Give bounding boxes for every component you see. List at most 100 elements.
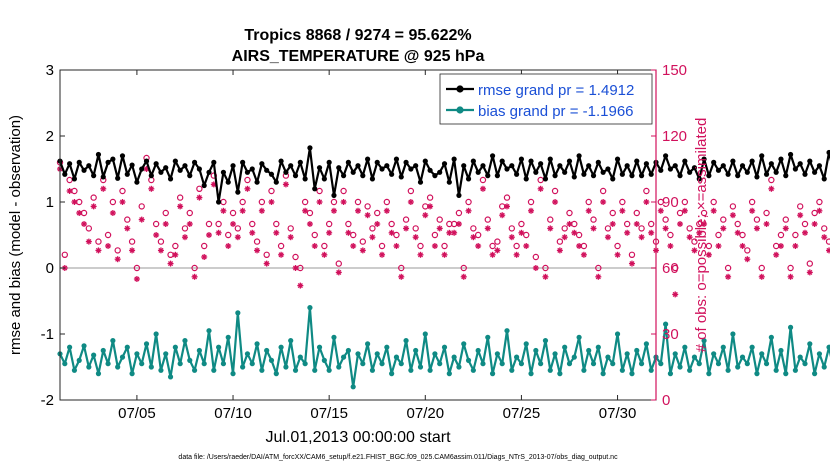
rmse-point (129, 162, 135, 168)
bias-point (614, 331, 621, 337)
obs-assimilated-point (729, 212, 736, 219)
obs-possible-point (672, 264, 679, 272)
obs-assimilated-stroke (735, 230, 741, 236)
obs-possible-point (417, 242, 424, 250)
obs-assimilated-stroke (244, 186, 251, 192)
obs-assimilated-point (571, 229, 578, 236)
obs-assimilated-point (523, 243, 530, 249)
y-axis-left: -2 -1 0 1 2 3 (41, 62, 65, 409)
obs-possible-point (253, 238, 261, 245)
rmse-point (619, 171, 625, 177)
obs-assimilated-stroke (230, 221, 236, 227)
obs-assimilated-stroke (365, 212, 371, 218)
bias-point (331, 334, 337, 340)
obs-possible-point (186, 209, 193, 217)
obs-possible-point (383, 198, 391, 206)
bias-point (634, 347, 640, 354)
obs-possible-point (460, 264, 467, 272)
obs-assimilated-stroke (826, 248, 830, 253)
obs-assimilated-stroke (139, 217, 145, 223)
obs-assimilated-point (206, 232, 212, 238)
rmse-point (292, 173, 299, 179)
obs-assimilated-stroke (677, 221, 683, 227)
bias-point (787, 324, 794, 330)
obs-assimilated-point (614, 251, 621, 258)
legend-rmse-marker (456, 85, 464, 93)
obs-possible-point (470, 225, 477, 232)
obs-assimilated-point (624, 229, 631, 236)
obs-possible-point (599, 187, 607, 195)
obs-possible-point (479, 176, 487, 184)
obs-possible-point (364, 203, 371, 210)
obs-possible-point (667, 231, 674, 239)
rmse-point (321, 176, 327, 182)
obs-assimilated-stroke (119, 199, 126, 205)
rmse-point (143, 158, 150, 164)
obs-assimilated-point (705, 251, 712, 258)
rmse-point (778, 156, 784, 162)
obs-assimilated-stroke (783, 225, 789, 231)
rmse-point (672, 163, 678, 169)
bias-point (350, 384, 356, 390)
obs-possible-point (724, 264, 732, 272)
obs-assimilated-stroke (730, 212, 736, 218)
obs-possible-point (825, 238, 830, 245)
obs-assimilated-point (566, 221, 573, 227)
bias-point (345, 347, 351, 354)
rmse-point (259, 161, 265, 167)
obs-assimilated-point (431, 243, 438, 249)
obs-possible-point (744, 247, 751, 254)
bias-point (624, 351, 630, 357)
rmse-point (696, 176, 702, 182)
obs-assimilated-stroke (235, 234, 241, 240)
obs-assimilated-stroke (148, 186, 154, 192)
obs-assimilated-point (162, 221, 169, 227)
obs-assimilated-point (725, 273, 732, 280)
rmse-point (783, 173, 789, 179)
bias-point (403, 338, 409, 344)
bias-point (523, 341, 529, 347)
obs-assimilated-stroke (201, 254, 207, 260)
obs-possible-point (556, 238, 564, 245)
bias-point (547, 367, 553, 373)
rmse-point (206, 169, 212, 175)
obs-possible-point (181, 225, 189, 232)
rmse-point (408, 166, 414, 172)
legend: rmse grand pr = 1.4912 bias grand pr = -… (439, 73, 653, 125)
rmse-point (148, 173, 154, 179)
obs-possible-point (431, 231, 439, 239)
rmse-point (663, 153, 669, 159)
bias-point (701, 338, 707, 344)
bias-point (720, 344, 726, 350)
obs-assimilated-point (633, 221, 640, 227)
obs-possible-point (109, 198, 117, 206)
obs-assimilated-stroke (614, 252, 621, 258)
obs-assimilated-stroke (206, 232, 212, 238)
bias-point (129, 371, 135, 377)
obs-assimilated-point (744, 256, 751, 263)
obs-assimilated-point (710, 207, 717, 214)
bias-point (119, 354, 126, 360)
obs-assimilated-point (494, 247, 501, 254)
obs-assimilated-point (412, 234, 419, 241)
bias-point (307, 305, 313, 311)
obs-assimilated-stroke (768, 186, 774, 192)
bias-point (518, 361, 525, 367)
rmse-point (586, 163, 592, 169)
obs-assimilated-stroke (557, 247, 563, 253)
bias-point (730, 331, 736, 337)
obs-assimilated-point (806, 269, 813, 276)
bias-point (86, 364, 92, 370)
x-axis: 07/05 07/10 07/15 07/20 07/25 07/30 (118, 70, 636, 422)
x-tick-label: 07/20 (407, 405, 445, 422)
obs-assimilated-point (580, 251, 587, 258)
obs-assimilated-point (657, 207, 664, 214)
obs-assimilated-stroke (254, 247, 260, 253)
obs-possible-point (402, 216, 410, 223)
bias-point (163, 351, 169, 357)
obs-assimilated-stroke (682, 208, 688, 214)
obs-assimilated-stroke (216, 230, 222, 236)
obs-possible-point (172, 242, 179, 250)
obs-assimilated-point (273, 229, 280, 236)
obs-possible-point (806, 260, 814, 267)
